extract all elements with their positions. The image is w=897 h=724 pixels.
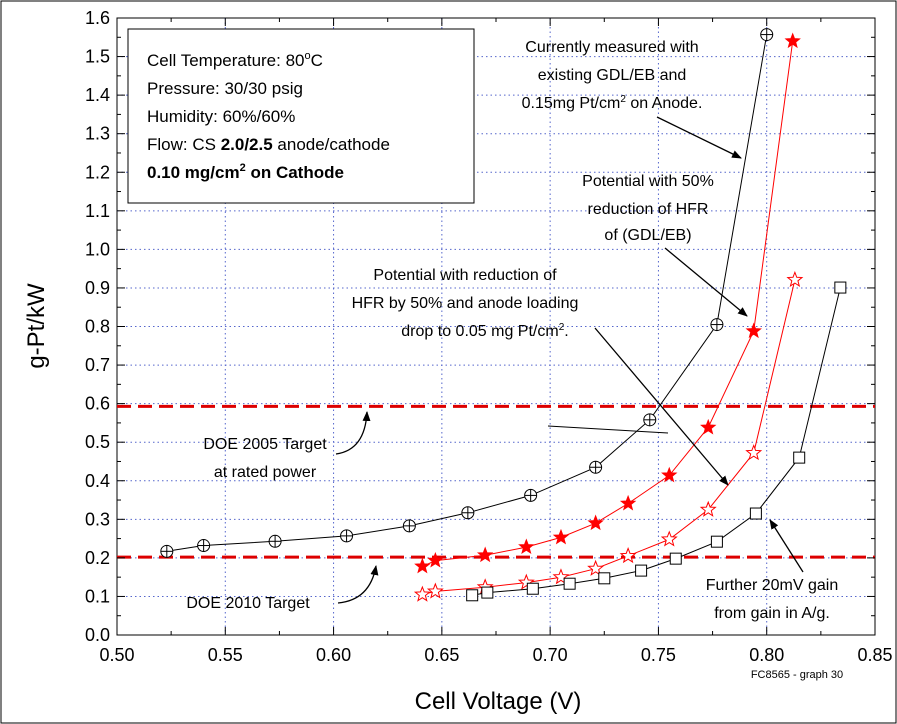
annotation-doe2005-line2: at rated power — [214, 464, 317, 481]
data-point — [710, 535, 723, 548]
data-point — [749, 507, 762, 520]
y-tick-label: 1.0 — [85, 239, 110, 259]
arrow-doe2010 — [337, 565, 379, 604]
series-star-filled — [414, 32, 801, 574]
y-tick-label: 0.5 — [85, 432, 110, 452]
annotation-current-line2: existing GDL/EB and — [538, 67, 687, 84]
arrow-anode — [594, 327, 729, 486]
data-point — [587, 559, 605, 576]
data-point — [745, 444, 763, 461]
series-circle-plus — [160, 28, 774, 558]
annotation-hfr-line1: Potential with 50% — [582, 173, 714, 190]
data-point — [661, 466, 678, 483]
data-point — [563, 577, 576, 590]
arrow-gain — [769, 519, 804, 573]
info-cathode-loading: 0.10 mg/cm2 on Cathode — [147, 162, 344, 182]
data-point — [481, 586, 494, 599]
y-tick-label: 1.6 — [85, 8, 110, 28]
x-tick-label: 0.75 — [641, 645, 676, 665]
x-tick-label: 0.80 — [749, 645, 784, 665]
x-tick-label: 0.50 — [99, 645, 134, 665]
data-point — [518, 538, 535, 555]
data-point — [598, 572, 611, 585]
y-tick-label: 0.4 — [85, 471, 110, 491]
annotation-anode-line3: drop to 0.05 mg Pt/cm2. — [401, 322, 568, 340]
annotation-anode-line1: Potential with reduction of — [373, 267, 557, 284]
annotation-current-line3: 0.15mg Pt/cm2 on Anode. — [522, 94, 703, 112]
series-star-open — [413, 270, 804, 602]
annotation-hfr-line3: of (GDL/EB) — [604, 227, 691, 244]
annotation-current-line1: Currently measured with — [525, 39, 698, 56]
data-point — [517, 573, 535, 590]
annotation-gain-line2: from gain in A/g. — [714, 605, 830, 622]
reference-lines — [117, 404, 875, 559]
y-tick-label: 0.9 — [85, 278, 110, 298]
x-axis-title: Cell Voltage (V) — [415, 688, 582, 715]
y-tick-label: 1.3 — [85, 124, 110, 144]
data-point — [526, 582, 539, 595]
annotation-gain-line1: Further 20mV gain — [706, 577, 839, 594]
x-tick-label: 0.65 — [424, 645, 459, 665]
annotation-doe2010: DOE 2010 Target — [186, 595, 310, 612]
y-tick-label: 0.6 — [85, 394, 110, 414]
info-pressure: Pressure: 30/30 psig — [147, 79, 303, 98]
y-tick-label: 0.0 — [85, 625, 110, 645]
data-point — [669, 552, 682, 565]
y-tick-label: 1.5 — [85, 47, 110, 67]
series-square-open — [466, 281, 847, 602]
data-point — [427, 551, 444, 568]
y-tick-label: 0.8 — [85, 317, 110, 337]
data-point — [426, 582, 444, 599]
y-tick-label: 1.4 — [85, 85, 110, 105]
data-point — [552, 528, 570, 545]
leader-line-circle — [547, 425, 669, 434]
data-point — [619, 547, 637, 564]
data-point — [786, 270, 804, 288]
data-point — [414, 557, 431, 574]
info-humidity: Humidity: 60%/60% — [147, 107, 295, 126]
annotation-hfr-line2: reduction of HFR — [588, 201, 709, 218]
data-point — [413, 585, 431, 602]
info-temperature: Cell Temperature: 80oC — [147, 50, 323, 70]
y-tick-label: 0.7 — [85, 355, 110, 375]
axis-ticks: 0.50 0.55 0.60 0.65 0.70 0.75 0.80 0.85 0.0 0.1 0.… — [85, 8, 893, 665]
y-axis-title: g-Pt/kW — [23, 283, 50, 369]
data-point — [745, 322, 762, 339]
y-tick-label: 1.1 — [85, 201, 110, 221]
data-point — [793, 451, 806, 464]
data-point — [784, 32, 801, 49]
data-point — [619, 494, 637, 511]
x-tick-label: 0.55 — [208, 645, 243, 665]
data-point — [699, 500, 717, 517]
x-tick-label: 0.85 — [857, 645, 892, 665]
y-tick-label: 0.2 — [85, 548, 110, 568]
data-point — [834, 281, 847, 294]
annotation-anode-line2: HFR by 50% and anode loading — [352, 295, 579, 312]
data-point — [700, 418, 717, 435]
data-point — [635, 564, 648, 577]
y-tick-label: 1.2 — [85, 162, 110, 182]
x-tick-label: 0.70 — [533, 645, 568, 665]
data-point — [587, 514, 604, 531]
arrow-doe2005 — [335, 411, 371, 455]
y-tick-label: 0.1 — [85, 586, 110, 606]
arrow-current — [656, 116, 742, 159]
series-layer — [160, 28, 847, 602]
data-point — [660, 530, 678, 547]
data-point — [476, 546, 494, 563]
arrow-hfr — [664, 247, 748, 317]
data-point — [552, 568, 570, 585]
info-flow: Flow: CS 2.0/2.5 anode/cathode — [147, 135, 390, 154]
data-point — [466, 589, 479, 602]
info-box — [127, 28, 475, 204]
figure-credit: FC8565 - graph 30 — [751, 669, 843, 681]
annotation-doe2005-line1: DOE 2005 Target — [203, 436, 327, 453]
y-tick-label: 0.3 — [85, 509, 110, 529]
x-tick-label: 0.60 — [316, 645, 351, 665]
